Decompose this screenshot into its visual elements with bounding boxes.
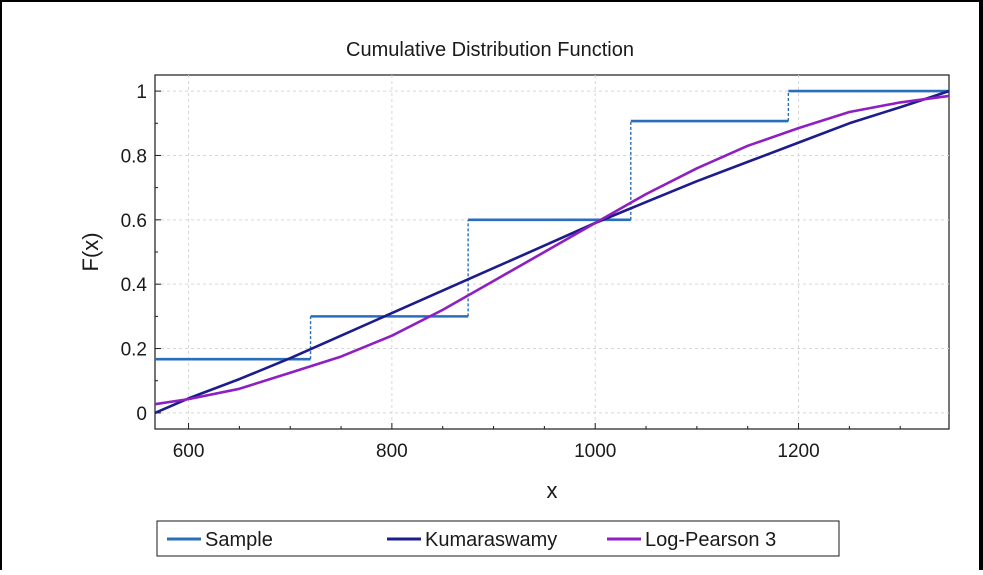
x-tick-label: 600 [173,441,205,462]
y-tick-label: 0.6 [121,211,147,232]
y-tick-label: 0.8 [121,146,147,167]
kumaraswamy-line [154,89,950,415]
legend-box [156,520,840,557]
plot-area [154,74,950,430]
x-tick-label: 1000 [574,441,616,462]
legend-label: Kumaraswamy [425,529,557,551]
chart-title: Cumulative Distribution Function [346,39,634,61]
x-axis-label: x [547,478,558,503]
axis-ticks: 600 800 1000 1200 0 0.2 0.4 0.6 0.8 1 [121,82,901,462]
legend-label: Sample [205,529,273,551]
log-pearson-3-line [154,94,950,406]
y-tick-label: 1 [136,82,147,103]
legend-label: Log-Pearson 3 [645,529,776,551]
x-tick-label: 800 [376,441,408,462]
y-tick-label: 0.4 [121,275,148,296]
x-tick-label: 1200 [777,441,819,462]
legend: Sample Kumaraswamy Log-Pearson 3 [156,520,840,557]
y-tick-label: 0.2 [121,340,147,361]
series-group [154,89,950,415]
y-axis-label: F(x) [78,232,103,271]
y-tick-label: 0 [136,404,147,425]
